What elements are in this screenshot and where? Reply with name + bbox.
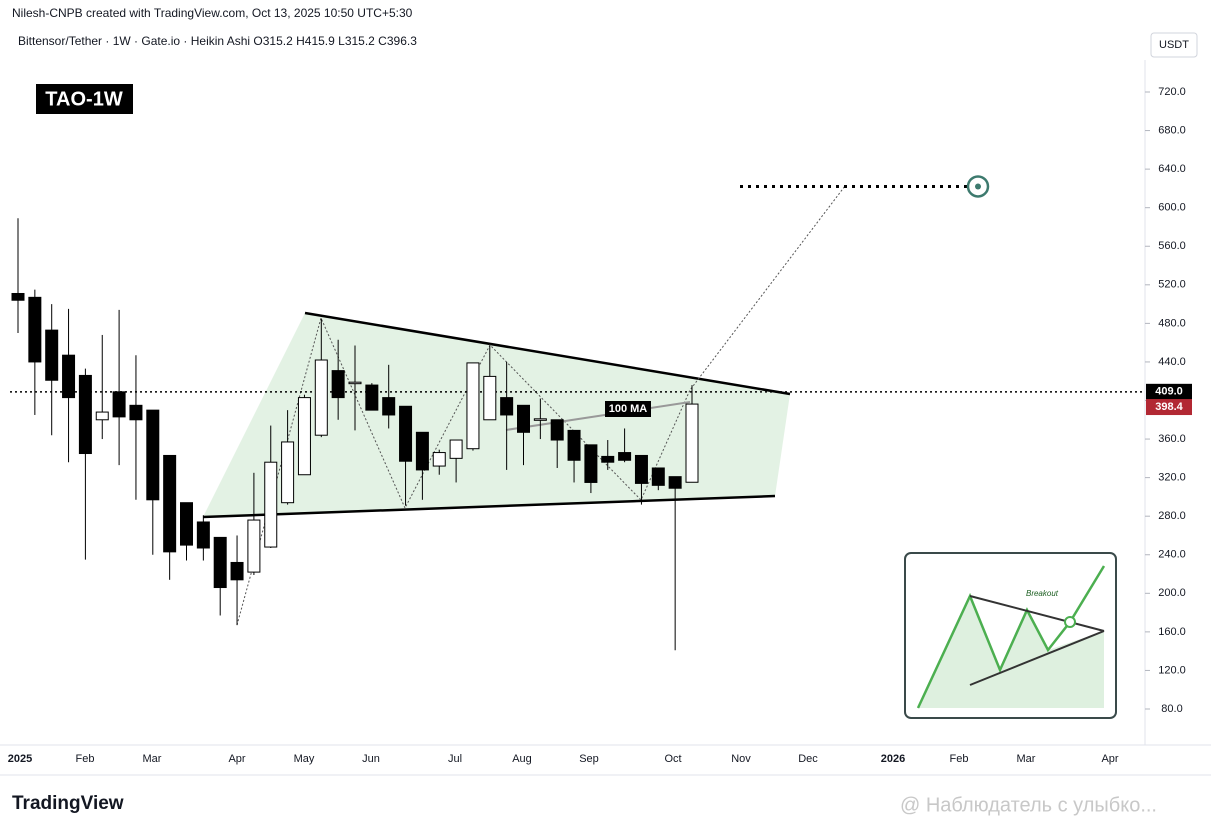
y-tick-label: 120.0	[1158, 664, 1186, 676]
y-tick-label: 560.0	[1158, 240, 1186, 252]
candle-body	[651, 467, 665, 486]
candle-body	[180, 502, 193, 546]
candle-body	[618, 452, 632, 461]
symbol-line: Bittensor/Tether · 1W · Gate.io · Heikin…	[18, 34, 417, 48]
x-tick-label: May	[294, 753, 315, 765]
x-tick-label: 2025	[8, 753, 32, 765]
candle-body	[95, 411, 109, 421]
y-tick-label: 520.0	[1158, 279, 1186, 291]
candle-body	[11, 292, 25, 301]
x-tick-label: Apr	[1101, 753, 1118, 765]
candle-body	[45, 329, 59, 381]
candle-body	[28, 296, 42, 363]
y-tick-label: 720.0	[1158, 86, 1186, 98]
candle-body	[432, 452, 446, 467]
candle-body	[399, 405, 413, 462]
candle-body	[112, 391, 126, 418]
y-tick-label: 600.0	[1158, 202, 1186, 214]
badge: TAO-1W	[45, 88, 123, 110]
candle-body	[550, 419, 564, 441]
candle-body	[584, 444, 598, 483]
x-tick-label: Oct	[664, 753, 681, 765]
x-tick-label: Sep	[579, 753, 599, 765]
candle-body	[500, 397, 514, 416]
currency: USDT	[1159, 39, 1189, 51]
y-tick-label: 320.0	[1158, 472, 1186, 484]
inset-upper	[969, 595, 1105, 632]
candle-body	[533, 418, 547, 421]
candle-body	[213, 536, 227, 589]
watermark: @ Наблюдатель с улыбко...	[900, 794, 1157, 816]
x-tick-label: Mar	[1017, 753, 1036, 765]
y-tick-label: 200.0	[1158, 587, 1186, 599]
inset-breakout-point	[1064, 616, 1076, 628]
price-tag-label: 398.4	[1155, 401, 1183, 413]
candle-body	[668, 476, 682, 489]
target-dot	[975, 183, 981, 190]
y-tick-label: 160.0	[1158, 626, 1186, 638]
upper-trendline	[304, 311, 791, 396]
candle-body	[483, 375, 497, 421]
y-tick-label: 360.0	[1158, 433, 1186, 445]
logo: TradingView	[12, 793, 124, 814]
inset-fill	[918, 566, 1104, 708]
inset-lower	[969, 630, 1105, 686]
candle-body	[466, 362, 480, 450]
candle-body	[247, 519, 261, 573]
candle-body	[449, 439, 463, 459]
candle-body	[196, 521, 210, 549]
candle-body	[264, 461, 278, 548]
y-tick-label: 80.0	[1161, 703, 1182, 715]
inset: Breakout	[904, 552, 1117, 719]
candle-body	[601, 455, 615, 463]
price-tag	[1146, 383, 1192, 400]
candle-body	[685, 403, 699, 483]
candle-body	[129, 404, 143, 421]
y-tick-label: 480.0	[1158, 317, 1186, 329]
candle-body	[314, 359, 328, 436]
candle-body	[634, 454, 648, 484]
y-tick-label: 440.0	[1158, 356, 1186, 368]
y-tick-label: 240.0	[1158, 549, 1186, 561]
y-tick-label: 680.0	[1158, 124, 1186, 136]
x-tick-label: Apr	[228, 753, 245, 765]
inset-label: Breakout	[1026, 589, 1059, 598]
x-tick-label: Jun	[362, 753, 380, 765]
candle-body	[297, 397, 311, 476]
candle-body	[78, 374, 92, 455]
x-tick-label: Feb	[76, 753, 95, 765]
candle-body	[146, 409, 160, 501]
candle-body	[567, 429, 581, 461]
x-tick-label: Dec	[798, 753, 818, 765]
x-tick-label: Nov	[731, 753, 751, 765]
candle-body	[230, 561, 244, 581]
header: Nilesh-CNPB created with TradingView.com…	[12, 6, 413, 20]
candle-body	[62, 354, 76, 399]
candle-body	[382, 397, 396, 416]
ma-label: 100 MA	[609, 403, 648, 415]
y-tick-label: 280.0	[1158, 510, 1186, 522]
x-tick-label: Feb	[950, 753, 969, 765]
lower-trendline	[202, 494, 776, 519]
x-tick-label: Aug	[512, 753, 532, 765]
x-tick-label: 2026	[881, 753, 905, 765]
candle-body	[517, 404, 530, 433]
x-tick-label: Jul	[448, 753, 462, 765]
candle-body	[365, 384, 379, 411]
candle-body	[331, 370, 345, 399]
x-tick-label: Mar	[143, 753, 162, 765]
price-tag	[1146, 399, 1192, 416]
y-tick-label: 640.0	[1158, 163, 1186, 175]
candle-body	[163, 454, 177, 553]
currency-box[interactable]	[1150, 32, 1198, 58]
price-tag-label: 409.0	[1155, 386, 1183, 398]
candle-body	[348, 381, 362, 385]
candle-body	[281, 441, 295, 504]
ma-line	[505, 401, 691, 431]
candle-body	[415, 431, 429, 471]
projection-path	[236, 185, 846, 626]
badge-bg	[36, 84, 133, 114]
ma-label-bg	[605, 401, 651, 417]
